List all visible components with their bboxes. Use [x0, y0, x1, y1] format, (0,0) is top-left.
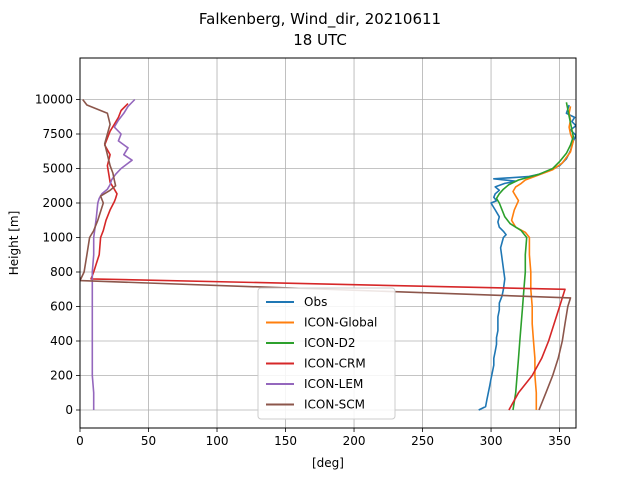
series-line-icon-lem — [91, 98, 136, 410]
series-layer — [80, 98, 576, 411]
x-axis-ticks: 0 50 100 150 200 250 300 350 — [76, 428, 571, 448]
legend-label: ICON-CRM — [304, 357, 366, 371]
y-tick-label: 7500 — [42, 127, 73, 141]
y-tick-label: 200 — [50, 369, 73, 383]
y-tick-label: 400 — [50, 334, 73, 348]
x-tick-label: 50 — [141, 434, 156, 448]
y-axis-ticks: 0 200 400 600 800 1000 2000 5000 7500 10000 — [35, 93, 80, 417]
legend-label: ICON-D2 — [304, 336, 356, 350]
chart-title: Falkenberg, Wind_dir, 20210611 — [199, 10, 441, 29]
legend: Obs ICON-Global ICON-D2 ICON-CRM ICON-LEM ICO… — [257, 287, 396, 420]
legend-box — [257, 287, 396, 420]
y-tick-label: 5000 — [42, 162, 73, 176]
series-line-icon-crm — [90, 103, 566, 411]
x-tick-label: 350 — [548, 434, 571, 448]
y-tick-label: 2000 — [42, 196, 73, 210]
y-tick-label: 600 — [50, 300, 73, 314]
y-tick-label: 10000 — [35, 93, 73, 107]
y-axis-label: Height [m] — [7, 211, 21, 276]
chart-subtitle: 18 UTC — [293, 31, 347, 49]
x-tick-label: 250 — [411, 434, 434, 448]
series-line-icon-d2 — [495, 102, 575, 411]
legend-label: Obs — [304, 295, 327, 309]
plot-frame — [79, 57, 577, 429]
x-tick-label: 200 — [343, 434, 366, 448]
x-axis-label: [deg] — [312, 456, 344, 470]
x-tick-label: 300 — [480, 434, 503, 448]
x-tick-label: 150 — [274, 434, 297, 448]
y-tick-label: 800 — [50, 265, 73, 279]
x-tick-label: 100 — [206, 434, 229, 448]
y-tick-label: 1000 — [42, 231, 73, 245]
y-tick-label: 0 — [65, 403, 73, 417]
series-line-icon-scm — [80, 99, 572, 411]
legend-label: ICON-Global — [304, 316, 377, 330]
legend-label: ICON-SCM — [304, 398, 365, 412]
series-line-icon-global — [510, 106, 575, 410]
legend-label: ICON-LEM — [304, 377, 363, 391]
x-tick-label: 0 — [76, 434, 84, 448]
